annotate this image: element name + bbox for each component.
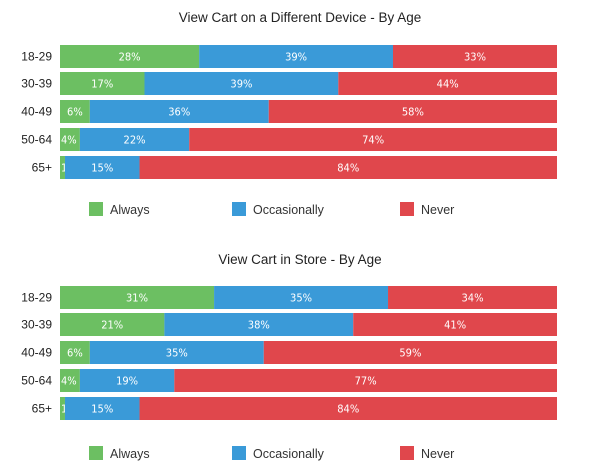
bar-segment-occasionally xyxy=(64,397,140,420)
data-label: 22% xyxy=(124,134,146,147)
bar-segment-always xyxy=(60,45,200,68)
data-label: 39% xyxy=(230,78,252,91)
legend-swatch-always xyxy=(89,202,103,216)
bar-segment-always xyxy=(60,100,90,123)
data-label: 17% xyxy=(91,78,113,91)
category-label: 30-39 xyxy=(21,318,52,332)
bar-segment-occasionally xyxy=(164,313,354,336)
bar-segment-occasionally xyxy=(199,45,393,68)
chart-2: View Cart in Store - By Age 18-29 31% 35% 34… xyxy=(21,252,557,461)
bar-segment-occasionally xyxy=(89,100,269,123)
legend-label: Always xyxy=(110,447,150,461)
bar-segment-always xyxy=(60,128,80,151)
bar-segment-always xyxy=(60,369,80,392)
bar-segment-never xyxy=(388,286,557,309)
data-label: 41% xyxy=(444,319,466,332)
data-label: 35% xyxy=(166,347,188,360)
chart-title: View Cart in Store - By Age xyxy=(218,252,381,267)
bar-row: 18-29 31% 35% 34% xyxy=(21,286,557,309)
category-label: 65+ xyxy=(32,161,52,175)
bar-segment-always xyxy=(60,156,65,179)
data-label: 58% xyxy=(402,106,424,119)
data-label: 35% xyxy=(290,292,312,305)
bar-segment-never xyxy=(189,128,557,151)
category-label: 18-29 xyxy=(21,291,52,305)
category-label: 40-49 xyxy=(21,346,52,360)
data-label: 36% xyxy=(168,106,190,119)
bar-segment-occasionally xyxy=(144,72,339,95)
bar-row: 40-49 6% 35% 59% xyxy=(21,341,557,364)
category-label: 50-64 xyxy=(21,133,52,147)
bar-row: 18-29 28% 39% 33% xyxy=(21,45,557,68)
data-label: 15% xyxy=(91,162,113,175)
data-label: 6% xyxy=(67,106,83,119)
category-label: 65+ xyxy=(32,402,52,416)
legend: Always Occasionally Never xyxy=(89,202,454,217)
bar-segment-always xyxy=(60,286,215,309)
category-label: 18-29 xyxy=(21,50,52,64)
bar-segment-never xyxy=(139,397,557,420)
chart-1: View Cart on a Different Device - By Age… xyxy=(21,10,557,217)
data-label: 39% xyxy=(285,51,307,64)
bar-segment-never xyxy=(353,313,557,336)
bar-segment-always xyxy=(60,313,165,336)
data-label: 77% xyxy=(355,375,377,388)
bar-segment-never xyxy=(139,156,557,179)
legend-label: Never xyxy=(421,447,454,461)
data-label: 21% xyxy=(101,319,123,332)
legend-swatch-always xyxy=(89,446,103,460)
bar-segment-occasionally xyxy=(89,341,264,364)
data-label: 4% xyxy=(61,375,77,388)
bar-segment-never xyxy=(174,369,557,392)
legend-swatch-never xyxy=(400,446,414,460)
legend: Always Occasionally Never xyxy=(89,446,454,461)
data-label: 34% xyxy=(462,292,484,305)
data-label: 38% xyxy=(248,319,270,332)
bar-segment-never xyxy=(392,45,557,68)
bar-row: 40-49 6% 36% 58% xyxy=(21,100,557,123)
bar-segment-never xyxy=(268,100,557,123)
data-label: 84% xyxy=(337,162,359,175)
bar-segment-never xyxy=(263,341,557,364)
bar-segment-occasionally xyxy=(214,286,389,309)
legend-swatch-occasionally xyxy=(232,446,246,460)
bar-row: 30-39 21% 38% 41% xyxy=(21,313,557,336)
bar-segment-never xyxy=(338,72,557,95)
bar-segment-always xyxy=(60,72,145,95)
data-label: 19% xyxy=(116,375,138,388)
legend-label: Always xyxy=(110,203,150,217)
data-label: 4% xyxy=(61,134,77,147)
bar-segment-occasionally xyxy=(79,369,175,392)
bar-segment-always xyxy=(60,341,90,364)
data-label: 44% xyxy=(437,78,459,91)
data-label: 6% xyxy=(67,347,83,360)
bar-row: 50-64 4% 22% 74% xyxy=(21,128,557,151)
legend-swatch-never xyxy=(400,202,414,216)
data-label: 84% xyxy=(337,403,359,416)
data-label: 74% xyxy=(362,134,384,147)
chart-title: View Cart on a Different Device - By Age xyxy=(179,10,422,25)
legend-label: Occasionally xyxy=(253,447,325,461)
category-label: 30-39 xyxy=(21,77,52,91)
bar-segment-occasionally xyxy=(64,156,140,179)
data-label: 31% xyxy=(126,292,148,305)
bar-segment-always xyxy=(60,397,65,420)
category-label: 40-49 xyxy=(21,105,52,119)
category-label: 50-64 xyxy=(21,374,52,388)
legend-swatch-occasionally xyxy=(232,202,246,216)
bar-row: 65+1%15%84% xyxy=(32,156,557,179)
data-label: 28% xyxy=(119,51,141,64)
legend-label: Occasionally xyxy=(253,203,325,217)
legend-label: Never xyxy=(421,203,454,217)
bar-row: 50-64 4% 19% 77% xyxy=(21,369,557,392)
bar-row: 65+1%15%84% xyxy=(32,397,557,420)
bar-row: 30-39 17% 39% 44% xyxy=(21,72,557,95)
data-label: 33% xyxy=(464,51,486,64)
bar-segment-occasionally xyxy=(79,128,190,151)
data-label: 59% xyxy=(399,347,421,360)
data-label: 15% xyxy=(91,403,113,416)
